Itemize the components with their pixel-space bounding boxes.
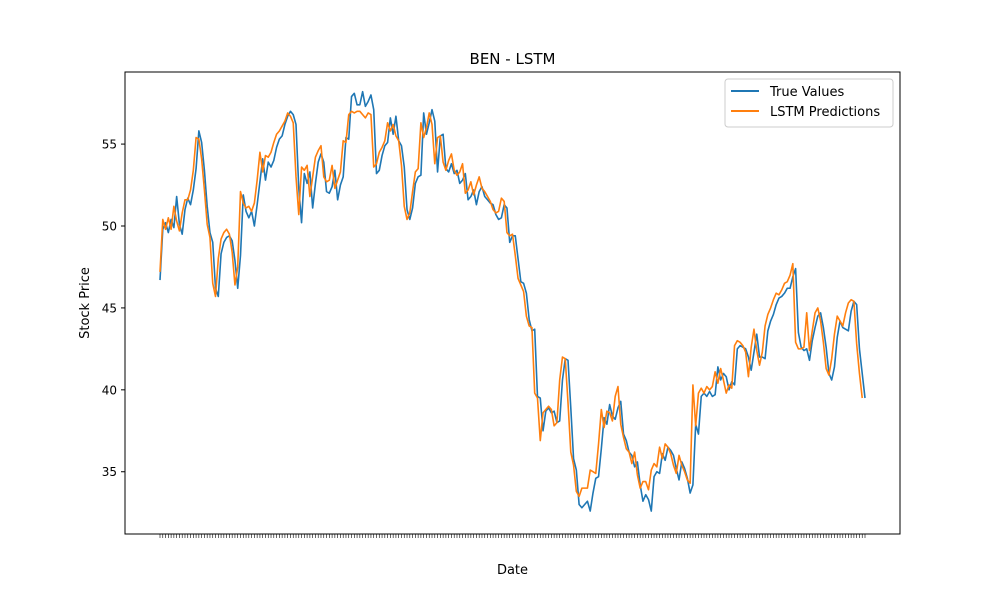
y-axis-ticks: 35 40 45 50 55	[102, 138, 125, 479]
y-tick-label: 55	[102, 138, 117, 152]
x-axis-ticks	[159, 534, 866, 538]
y-tick-label: 40	[102, 383, 117, 397]
legend-label-lstm-predictions: LSTM Predictions	[770, 105, 880, 120]
y-tick-label: 50	[102, 220, 117, 234]
series-lines	[159, 90, 866, 512]
y-axis-label: Stock Price	[78, 267, 93, 339]
legend-label-true-values: True Values	[769, 85, 844, 100]
legend-box	[724, 78, 894, 128]
chart-title: BEN - LSTM	[470, 50, 556, 68]
legend: True Values LSTM Predictions	[724, 78, 894, 128]
plot-frame	[124, 71, 901, 535]
series-line-true-values	[159, 90, 866, 512]
y-tick-label: 35	[102, 465, 117, 479]
y-tick-label: 45	[102, 301, 117, 315]
series-line-lstm-predictions	[159, 110, 864, 498]
x-axis-label: Date	[497, 563, 528, 578]
